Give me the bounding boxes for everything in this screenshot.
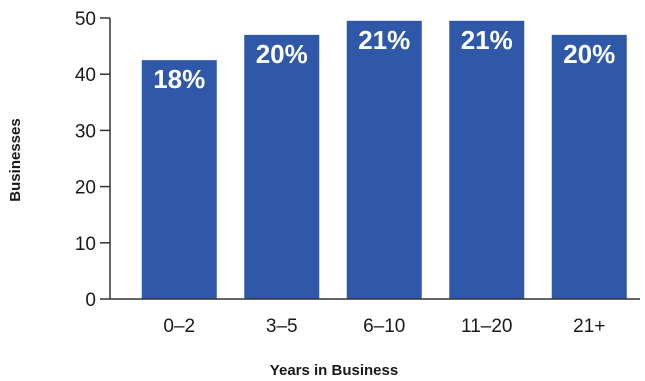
bar-3: [449, 20, 525, 300]
bar-4: [551, 34, 627, 300]
x-tick-label: 21+: [573, 316, 605, 337]
bars-group: [141, 20, 627, 300]
x-tick-label: 3–5: [266, 316, 298, 337]
bar-data-label: 21%: [461, 25, 513, 55]
bar-data-label: 20%: [256, 39, 308, 69]
y-ticks-group: 0 10 20 30 40 50: [75, 9, 110, 311]
x-axis-title: Years in Business: [270, 362, 398, 379]
bar-2: [346, 20, 422, 300]
x-tick-label: 11–20: [461, 316, 512, 337]
y-tick-label: 30: [75, 121, 96, 142]
x-ticks-group: 0–2 3–5 6–10 11–20 21+: [163, 316, 605, 337]
bar-data-label: 18%: [153, 64, 205, 94]
y-tick-label: 40: [75, 65, 96, 86]
y-axis-title: Businesses: [7, 118, 24, 201]
y-tick-label: 0: [85, 290, 96, 311]
bar-0: [141, 60, 217, 300]
data-labels-group: 18% 20% 21% 21% 20%: [153, 25, 615, 94]
x-tick-label: 0–2: [163, 316, 195, 337]
y-tick-label: 20: [75, 178, 96, 199]
y-tick-label: 50: [75, 9, 96, 30]
bar-1: [244, 34, 320, 300]
bar-data-label: 21%: [358, 25, 410, 55]
bar-data-label: 20%: [563, 39, 615, 69]
x-tick-label: 6–10: [363, 316, 405, 337]
y-tick-label: 10: [75, 234, 96, 255]
